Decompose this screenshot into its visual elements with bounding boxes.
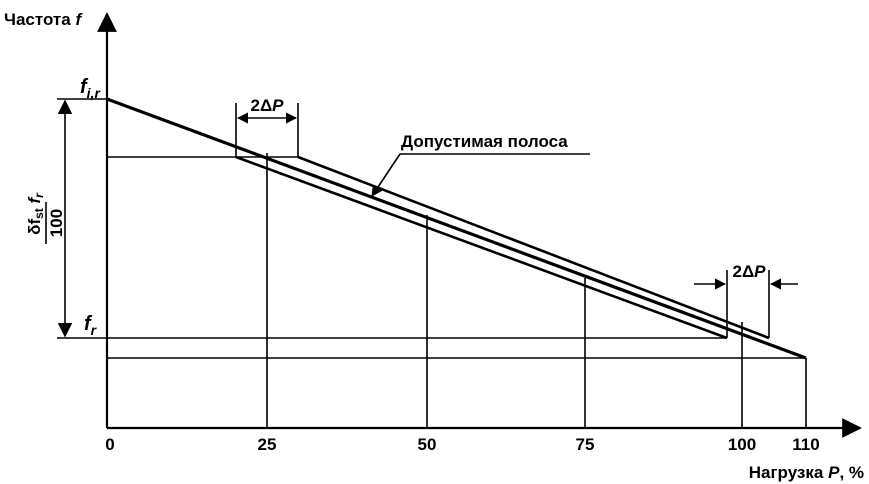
delta-fraction-label: δfst fr 100 [25, 192, 66, 244]
droop-line [106, 97, 807, 360]
fir-label: fi,r [80, 76, 101, 101]
x-tick-75: 75 [576, 435, 595, 454]
band-upper-line [297, 155, 770, 340]
x-tick-110: 110 [792, 435, 819, 454]
band-lower-line [235, 155, 728, 340]
x-axis-title: Нагрузка P, % [749, 463, 864, 482]
svg-text:δfst fr: δfst fr [25, 192, 46, 235]
fr-label: fr [84, 313, 98, 338]
svg-text:100: 100 [47, 209, 66, 237]
x-tick-25: 25 [258, 435, 277, 454]
dp-right-label: 2ΔP [732, 262, 766, 281]
x-tick-0: 0 [105, 435, 114, 454]
band-label: Допустимая полоса [401, 132, 568, 151]
x-tick-50: 50 [418, 435, 437, 454]
band-leader-arrow [371, 153, 401, 197]
dp-left-label: 2ΔP [250, 96, 284, 115]
y-axis-title: Частота f [4, 10, 83, 29]
x-tick-100: 100 [728, 435, 756, 454]
